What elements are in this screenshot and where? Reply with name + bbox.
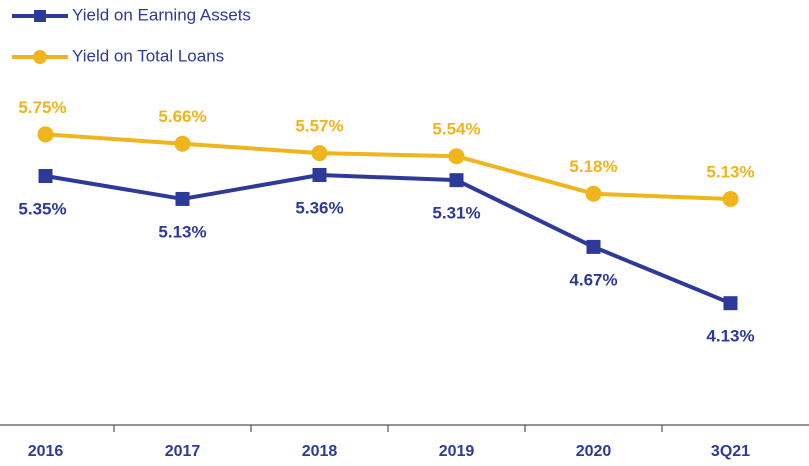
series-line [45, 132, 731, 201]
marker [449, 173, 464, 188]
marker [585, 185, 602, 202]
data-label: 5.35% [18, 199, 66, 218]
x-tick-label: 2016 [28, 443, 64, 460]
marker [722, 190, 739, 207]
series-line [45, 172, 732, 306]
x-tick-label: 2017 [165, 443, 201, 460]
data-label: 5.31% [432, 204, 480, 223]
marker [311, 145, 328, 162]
data-label: 5.75% [18, 98, 66, 117]
marker [34, 10, 46, 22]
data-label: 5.13% [158, 222, 206, 241]
data-label: 5.66% [158, 107, 206, 126]
data-label: 5.54% [432, 120, 480, 139]
data-label: 5.36% [295, 198, 343, 217]
data-label: 4.67% [569, 270, 617, 289]
legend-label: Yield on Total Loans [72, 46, 224, 65]
data-label: 5.13% [706, 162, 754, 181]
data-label: 4.13% [706, 327, 754, 346]
marker [33, 50, 47, 64]
marker [174, 135, 191, 152]
marker [723, 296, 738, 311]
marker [586, 239, 601, 254]
legend-label: Yield on Earning Assets [72, 5, 251, 24]
x-tick-label: 2020 [576, 443, 612, 460]
data-label: 5.18% [569, 157, 617, 176]
x-tick-label: 2019 [439, 443, 475, 460]
x-tick-label: 2018 [302, 443, 338, 460]
marker [38, 169, 53, 184]
marker [312, 167, 327, 182]
marker [448, 148, 465, 165]
x-tick-label: 3Q21 [711, 443, 750, 460]
marker [37, 126, 54, 143]
marker [175, 191, 190, 206]
data-label: 5.57% [295, 117, 343, 136]
